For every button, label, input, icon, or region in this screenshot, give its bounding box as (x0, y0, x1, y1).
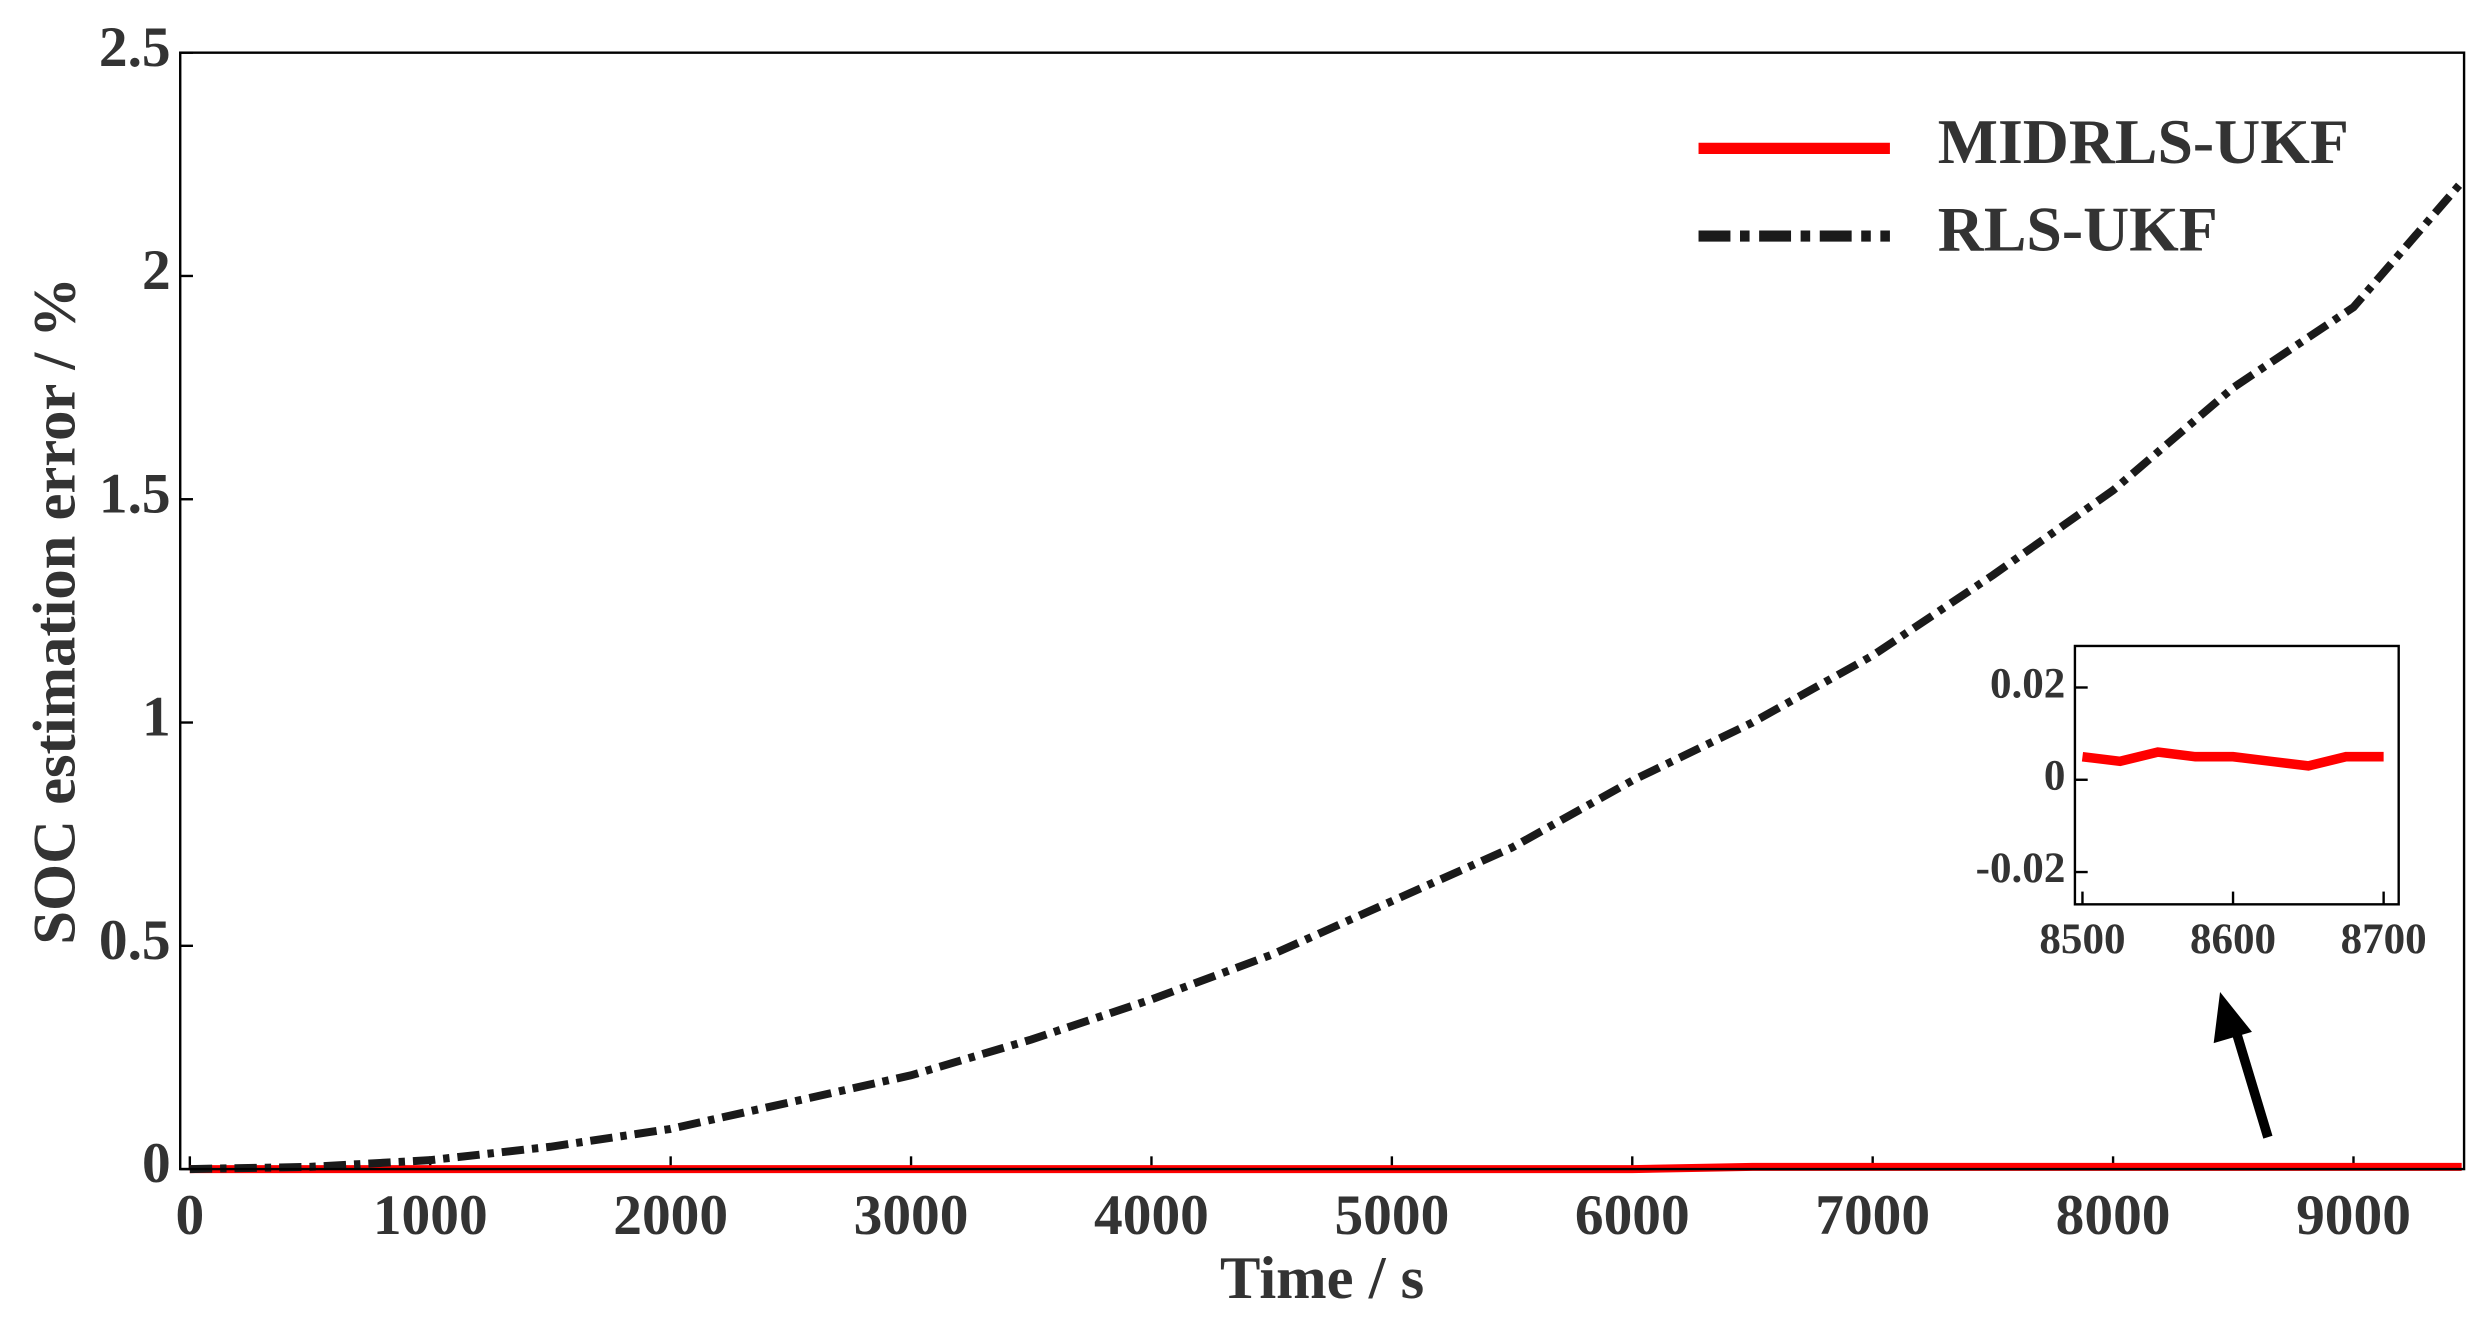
y-tick-label: -0.02 (1976, 845, 2066, 892)
x-tick-label: 8000 (2056, 1184, 2171, 1247)
x-tick-label: 3000 (854, 1184, 969, 1247)
arrow-shaft (2228, 1019, 2273, 1139)
x-tick-label: 8600 (2190, 916, 2276, 963)
y-tick-label: 0.5 (99, 909, 171, 972)
x-tick-label: 1000 (373, 1184, 488, 1247)
x-axis-label: Time / s (1220, 1245, 1424, 1312)
x-tick-label: 4000 (1094, 1184, 1209, 1247)
legend-label: MIDRLS-UKF (1938, 106, 2349, 177)
inset-background (2074, 645, 2399, 905)
y-tick-label: 0 (142, 1132, 171, 1195)
series-line (2081, 747, 2384, 771)
y-tick-label: 0 (2044, 753, 2066, 800)
plot-frame (179, 51, 2466, 1171)
y-tick-label: 2.5 (99, 16, 171, 79)
x-tick-label: 8500 (2039, 916, 2125, 963)
y-tick-label: 0.02 (1990, 660, 2065, 707)
x-tick-label: 2000 (613, 1184, 728, 1247)
legend-label: RLS-UKF (1938, 194, 2218, 265)
y-tick-label: 2 (142, 239, 171, 302)
arrow-head (2213, 992, 2252, 1044)
y-axis-label: SOC estimation error / % (22, 277, 89, 945)
x-tick-label: 9000 (2296, 1184, 2411, 1247)
x-tick-label: 6000 (1575, 1184, 1690, 1247)
y-tick-label: 1 (142, 686, 171, 749)
y-tick-label: 1.5 (99, 462, 171, 525)
x-tick-label: 5000 (1334, 1184, 1449, 1247)
x-tick-label: 7000 (1815, 1184, 1930, 1247)
plot-frame (2073, 644, 2400, 906)
x-tick-label: 0 (175, 1184, 204, 1247)
series-line (189, 179, 2465, 1174)
x-tick-label: 8700 (2341, 916, 2427, 963)
